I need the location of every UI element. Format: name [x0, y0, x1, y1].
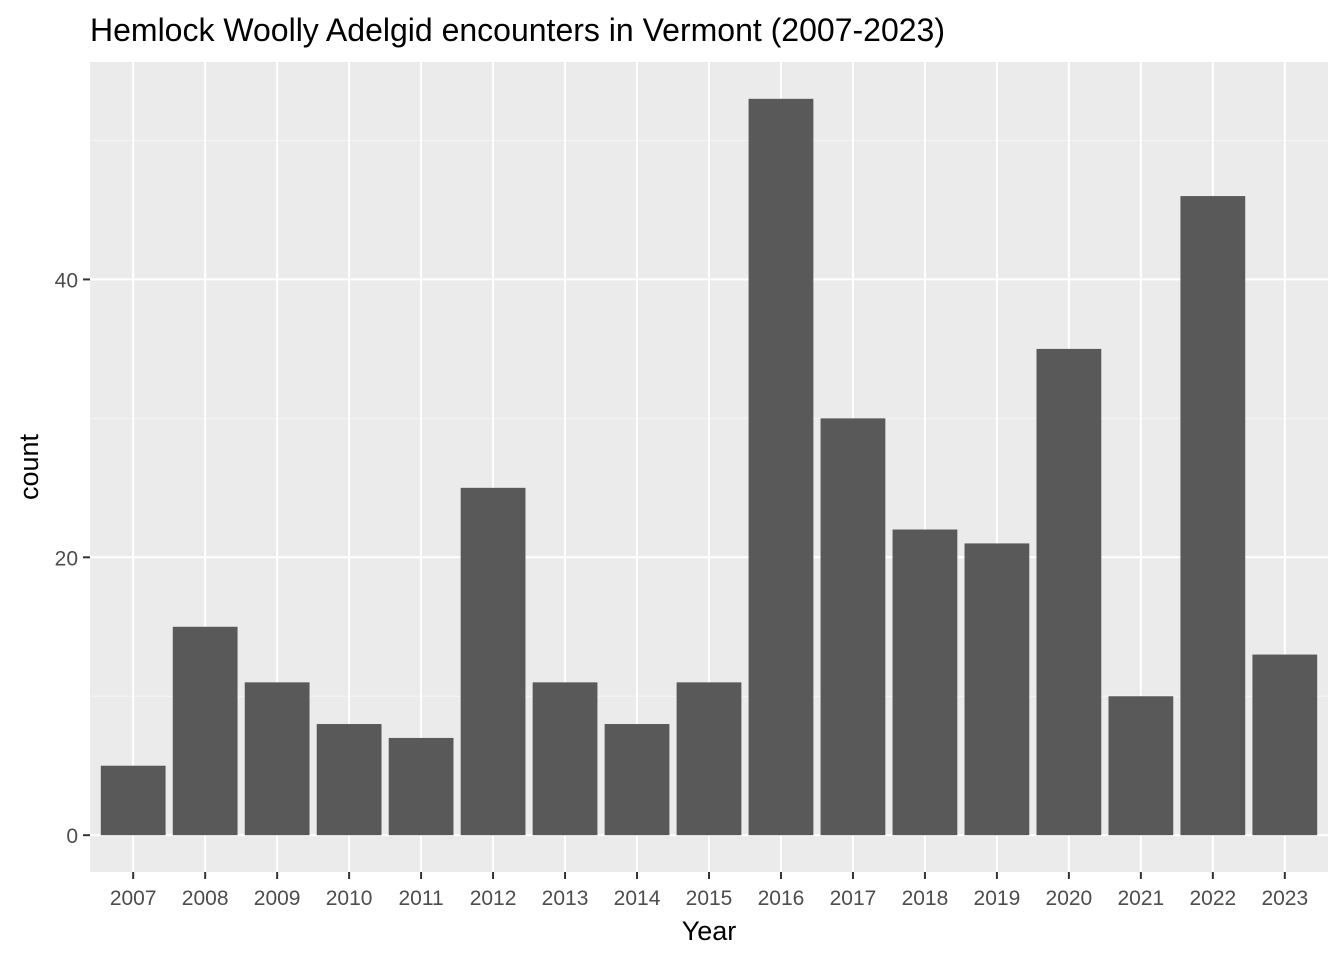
x-tick-label: 2020 — [1046, 887, 1093, 910]
x-tick-label: 2021 — [1118, 887, 1165, 910]
bar-2010 — [316, 724, 382, 836]
bar-2008 — [172, 626, 238, 836]
x-tick-label: 2009 — [254, 887, 301, 910]
bar-2007 — [100, 765, 166, 836]
x-tick-label: 2016 — [758, 887, 805, 910]
x-tick-label: 2018 — [902, 887, 949, 910]
x-tick-label: 2014 — [614, 887, 661, 910]
bar-2009 — [244, 682, 310, 836]
x-tick-label: 2015 — [686, 887, 733, 910]
x-axis: 2007 2008 2009 2010 2011 2012 2013 2014 2015 2016… — [110, 872, 1308, 910]
x-tick-label: 2007 — [110, 887, 157, 910]
bar-2022 — [1180, 196, 1246, 836]
bars — [100, 98, 1318, 836]
x-axis-title: Year — [682, 916, 737, 946]
x-tick-label: 2013 — [542, 887, 589, 910]
bar-2023 — [1252, 654, 1318, 836]
bar-2016 — [748, 98, 814, 836]
x-tick-label: 2017 — [830, 887, 877, 910]
chart-title: Hemlock Woolly Adelgid encounters in Ver… — [90, 12, 945, 48]
x-tick-label: 2010 — [326, 887, 373, 910]
bar-2017 — [820, 418, 886, 836]
bar-2021 — [1108, 696, 1174, 836]
bar-2013 — [532, 682, 598, 836]
x-tick-label: 2012 — [470, 887, 517, 910]
bar-2020 — [1036, 348, 1102, 836]
y-axis: 0 20 40 — [55, 269, 90, 848]
x-tick-label: 2011 — [399, 887, 444, 910]
x-tick-label: 2019 — [974, 887, 1021, 910]
x-tick-label: 2023 — [1261, 887, 1308, 910]
bar-2015 — [676, 682, 742, 836]
y-tick-label: 20 — [55, 547, 78, 570]
y-axis-title: count — [14, 433, 44, 500]
bar-2014 — [604, 724, 670, 836]
bar-2018 — [892, 529, 958, 836]
y-tick-label: 40 — [55, 269, 78, 292]
y-tick-label: 0 — [66, 825, 78, 848]
bar-2019 — [964, 543, 1030, 836]
x-tick-label: 2022 — [1189, 887, 1236, 910]
x-tick-label: 2008 — [182, 887, 229, 910]
bar-2011 — [388, 737, 454, 836]
bar-2012 — [460, 487, 526, 836]
